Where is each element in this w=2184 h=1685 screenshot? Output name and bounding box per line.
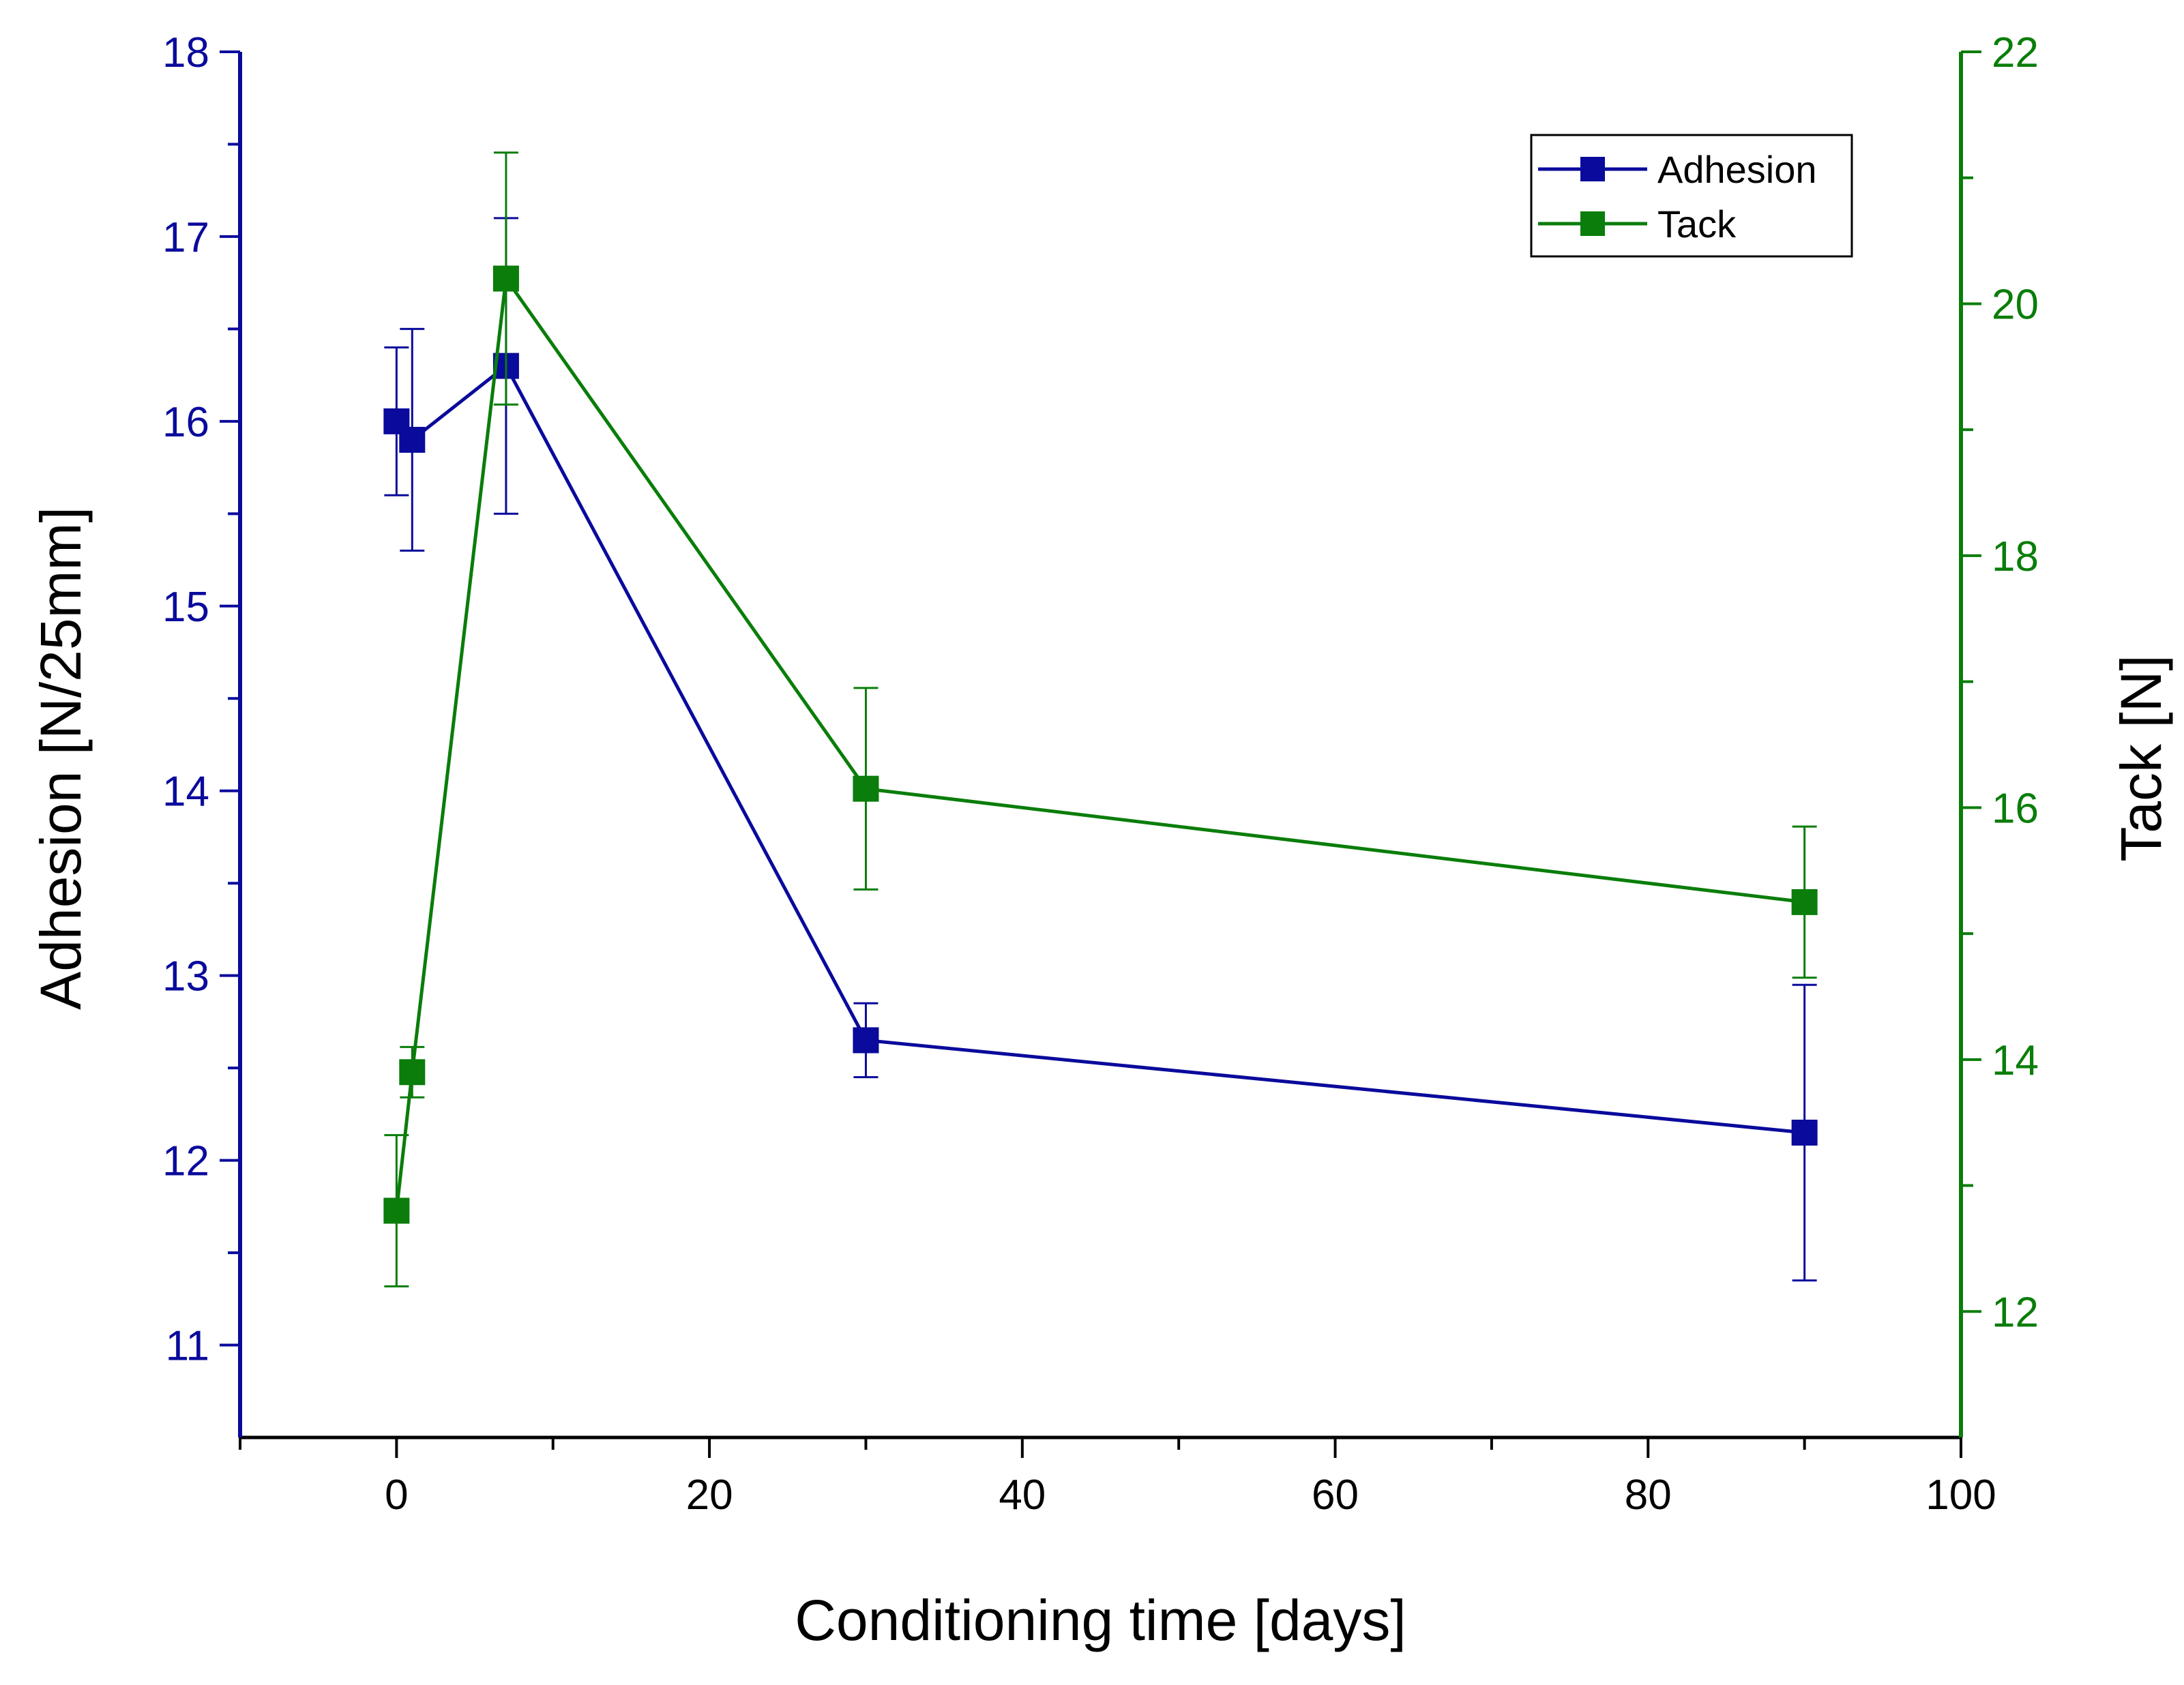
adhesion-marker — [399, 426, 426, 453]
y-right-tick-label: 20 — [1992, 281, 2039, 328]
y-left-tick-label: 16 — [162, 399, 209, 446]
tack-marker — [492, 265, 519, 292]
x-tick-label: 80 — [1625, 1472, 1672, 1519]
adhesion-marker — [853, 1027, 879, 1054]
y-left-tick-label: 18 — [162, 29, 209, 76]
axes — [238, 52, 1963, 1440]
x-axis-title: Conditioning time [days] — [795, 1588, 1406, 1652]
y-right-tick-label: 18 — [1992, 533, 2039, 580]
y-axis-right-title: Tack [N] — [2109, 655, 2173, 861]
legend-tack-marker — [1580, 211, 1605, 236]
y-right-tick-label: 22 — [1992, 29, 2039, 76]
adhesion-marker — [1791, 1119, 1818, 1146]
y-left-tick-label: 13 — [162, 953, 209, 1000]
y-right-tick-label: 14 — [1992, 1037, 2039, 1084]
x-tick-label: 100 — [1925, 1472, 1996, 1519]
x-tick-label: 20 — [686, 1472, 733, 1519]
x-tick-label: 60 — [1312, 1472, 1359, 1519]
y-left-tick-label: 14 — [162, 769, 209, 816]
y-left-tick-label: 12 — [162, 1138, 209, 1185]
series-adhesion — [383, 217, 1818, 1282]
legend: Adhesion Tack — [1530, 134, 1853, 258]
tack-marker — [1791, 889, 1818, 915]
legend-adhesion-label: Adhesion — [1657, 148, 1817, 191]
y-right-tick-label: 16 — [1992, 785, 2039, 832]
tack-marker — [853, 775, 879, 802]
tack-line — [394, 277, 1805, 1211]
legend-box — [1530, 134, 1853, 258]
series-layer — [383, 151, 1818, 1287]
tack-marker — [383, 1197, 410, 1224]
ticks: 0 20 40 60 80 100 11 12 13 14 15 16 17 18 12 14 16 18 20 22 — [162, 29, 2039, 1519]
legend-tack-label: Tack — [1657, 203, 1737, 245]
tack-marker — [399, 1059, 426, 1086]
y-left-tick-label: 11 — [166, 1323, 209, 1370]
series-tack — [383, 151, 1818, 1287]
x-tick-label: 40 — [999, 1472, 1046, 1519]
legend-adhesion-marker — [1580, 157, 1605, 181]
y-axis-left-title: Adhesion [N/25mm] — [29, 507, 93, 1010]
adhesion-line — [395, 364, 1805, 1135]
y-right-tick-label: 12 — [1992, 1289, 2039, 1336]
y-left-tick-label: 15 — [162, 584, 209, 631]
x-tick-label: 0 — [385, 1472, 408, 1519]
y-left-tick-label: 17 — [162, 214, 209, 261]
